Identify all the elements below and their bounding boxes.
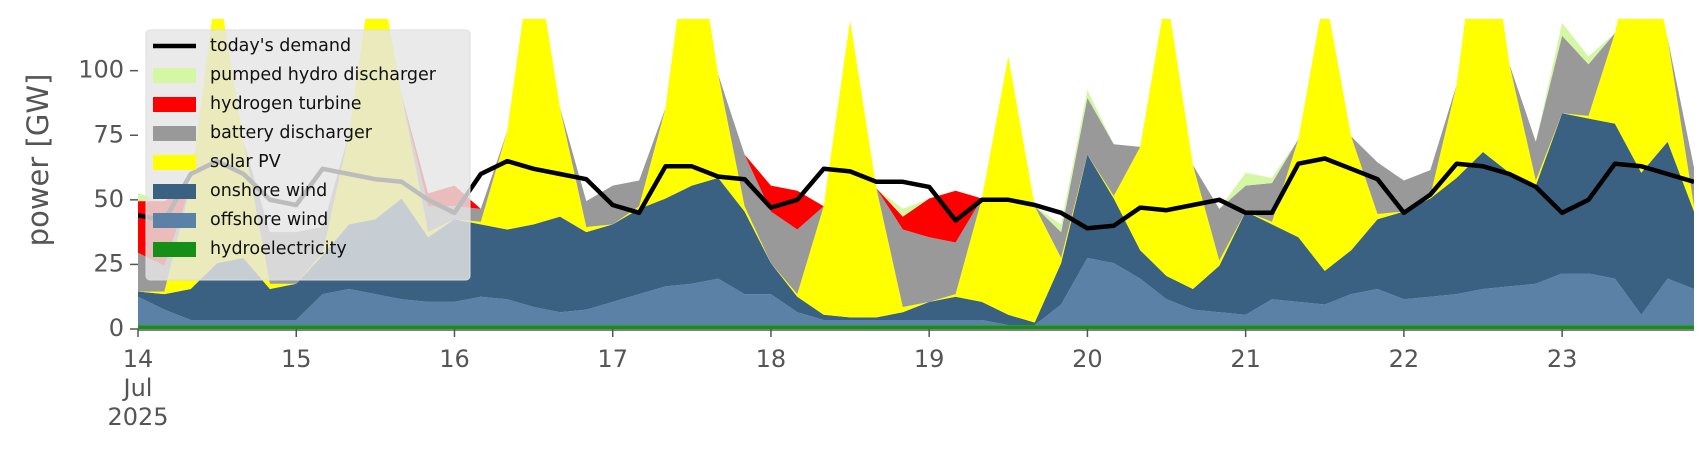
x-tick-label: 23	[1546, 345, 1578, 373]
legend-swatch	[153, 213, 196, 228]
legend-label: battery discharger	[210, 123, 373, 143]
x-tick-label: 22	[1388, 345, 1420, 373]
legend-box	[145, 29, 471, 281]
legend-label: onshore wind	[210, 181, 327, 201]
y-tick-label: 0	[109, 314, 124, 342]
x-tick-label: 14 Jul 2025	[107, 345, 169, 431]
legend-swatch	[153, 242, 196, 257]
y-tick-label: 100	[78, 56, 124, 84]
x-tick-label: 15	[280, 345, 312, 373]
y-tick-label: 25	[93, 249, 124, 277]
legend-swatch	[153, 68, 196, 83]
legend-swatch	[153, 97, 196, 112]
legend-swatch	[153, 184, 196, 199]
legend-label: hydroelectricity	[210, 239, 347, 259]
x-tick-label: 16	[439, 345, 470, 373]
area	[138, 325, 1694, 329]
x-tick-label: 20	[1072, 345, 1103, 373]
axes: 0 25 50 75 100	[78, 56, 1694, 342]
area	[138, 19, 1694, 323]
y-tick-label: 50	[93, 185, 124, 213]
area	[138, 258, 1694, 326]
legend-label: hydrogen turbine	[210, 94, 362, 114]
x-tick-label: 17	[597, 345, 628, 373]
legend-label: today's demand	[210, 36, 351, 56]
legend-label: pumped hydro discharger	[210, 65, 437, 85]
x-tick-label: 18	[755, 345, 787, 373]
area	[138, 19, 1694, 266]
area	[138, 113, 1694, 326]
x-tick-label: 21	[1230, 345, 1261, 373]
legend-label: offshore wind	[210, 210, 328, 230]
y-tick-label: 75	[93, 120, 124, 148]
legend-label: solar PV	[210, 152, 281, 172]
legend-swatch	[153, 155, 196, 170]
y-axis-label: power [GW]	[21, 74, 55, 247]
legend: today's demand pumped hydro discharger hyd…	[145, 29, 471, 281]
legend-swatch	[153, 126, 196, 141]
x-tick-label: 19	[913, 345, 945, 373]
